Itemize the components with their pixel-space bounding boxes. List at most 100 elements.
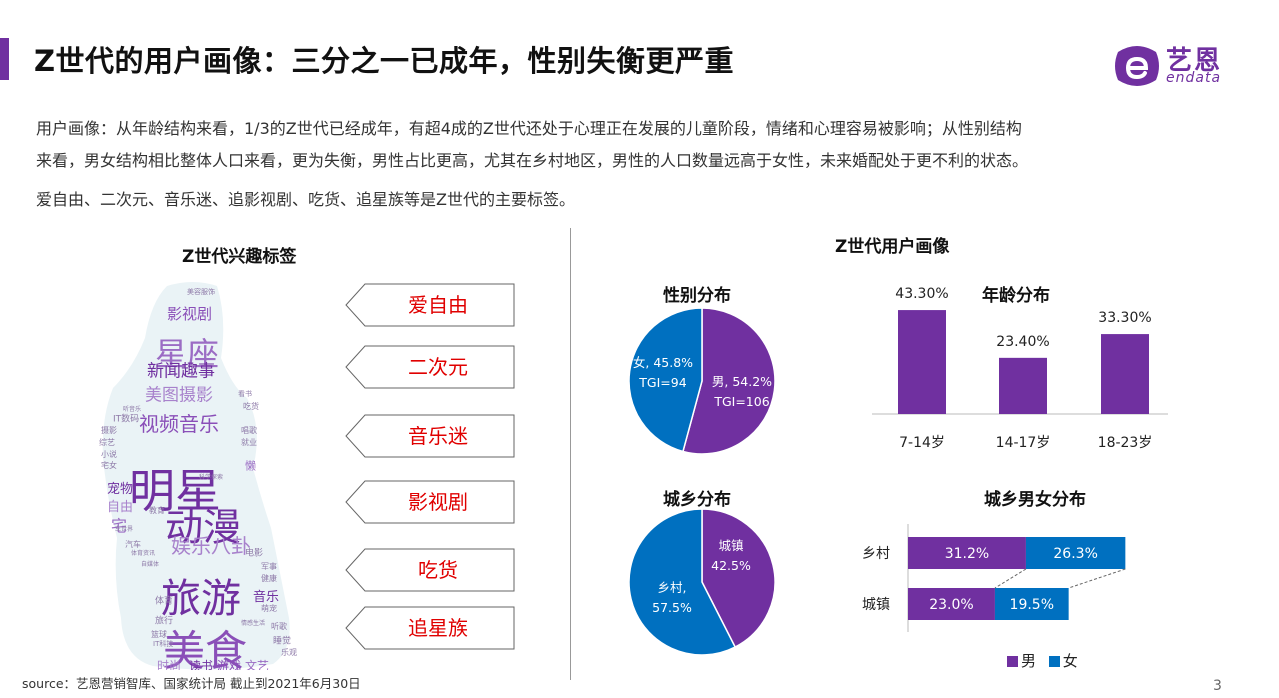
interest-tag-label: 吃货 — [418, 558, 458, 582]
gender-female-tgi: TGI=94 — [639, 375, 687, 390]
wordcloud-word: 文艺 — [245, 658, 269, 670]
stacked-bar-value-label: 31.2% — [945, 546, 989, 562]
wordcloud-word: 旅游 — [161, 576, 241, 622]
interest-tag-label: 音乐迷 — [408, 424, 468, 448]
urban-rural-category-label: 城镇 — [862, 597, 890, 613]
gender-female-label-group: 女, 45.8% TGI=94 — [630, 353, 696, 393]
wordcloud-word: 体育资讯 — [131, 549, 155, 557]
wordcloud-word: 新闻趣事 — [147, 361, 215, 381]
wordcloud-word: 明星 — [129, 464, 221, 518]
interest-tag-2: 二次元 — [345, 345, 515, 389]
wordcloud-word: 汽车 — [125, 539, 141, 549]
wordcloud-word: 影视剧 — [167, 305, 212, 323]
interest-tag-5: 吃货 — [345, 548, 515, 592]
age-bar-value-label: 23.40% — [996, 334, 1049, 350]
wordcloud-word: 美食 — [163, 627, 247, 670]
stacked-bar-女 — [1025, 537, 1126, 569]
description-line-2: 来看，男女结构相比整体人口来看，更为失衡，男性占比更高，尤其在乡村地区，男性的人… — [36, 151, 1029, 170]
rural-label: 乡村, — [657, 580, 687, 595]
wordcloud-word: 萌宠 — [261, 603, 277, 613]
interest-tag-label: 追星族 — [408, 616, 468, 640]
wordcloud-word: 乐观 — [281, 647, 297, 657]
legend-female-swatch — [1048, 656, 1060, 667]
wordcloud-word: 美图摄影 — [145, 385, 213, 405]
page-title: Z世代的用户画像：三分之一已成年，性别失衡更严重 — [34, 44, 735, 78]
interest-tag-label: 爱自由 — [408, 293, 468, 317]
wordcloud-word: 自由 — [107, 500, 133, 515]
wordcloud-word: 自媒体 — [141, 560, 159, 568]
endata-logo-icon — [1115, 46, 1159, 86]
wordcloud-word: 小说 — [101, 449, 117, 459]
connector-line — [994, 568, 1027, 589]
wordcloud-word: 旅行 — [155, 615, 173, 627]
stacked-bar-男 — [908, 588, 995, 620]
wordcloud-word: 宠物 — [107, 481, 133, 497]
tags-summary: 爱自由、二次元、音乐迷、追影视剧、吃货、追星族等是Z世代的主要标签。 — [36, 190, 575, 209]
wordcloud-word: 睡觉 — [273, 635, 291, 647]
wordcloud-word: 科学探索 — [199, 473, 223, 481]
wordcloud-word: 宅女 — [101, 460, 117, 470]
wordcloud-word: 音乐 — [253, 589, 279, 605]
wordcloud-word: 星座 — [155, 335, 219, 373]
age-category-label: 18-23岁 — [1098, 435, 1153, 451]
title-accent-bar — [0, 38, 9, 80]
wordcloud-word: 吃货 — [243, 401, 259, 411]
interest-tag-6: 追星族 — [345, 606, 515, 650]
urban-label-group: 城镇 42.5% — [706, 536, 756, 576]
age-chart-title: 年龄分布 — [982, 286, 1050, 306]
wordcloud-word: 情感生活 — [241, 619, 265, 627]
interest-tag-1: 爱自由 — [345, 283, 515, 327]
urban-label: 城镇 — [718, 538, 744, 553]
gender-chart-title: 性别分布 — [663, 286, 731, 306]
gender-male-tgi: TGI=106 — [714, 394, 770, 409]
stacked-bar-value-label: 23.0% — [929, 597, 973, 613]
wordcloud-word: 看书 — [238, 389, 252, 398]
panel-divider — [570, 228, 571, 680]
wordcloud-word: 摄影 — [101, 425, 117, 435]
wordcloud-word: 教育 — [149, 505, 165, 515]
rural-pct: 57.5% — [652, 600, 692, 615]
urban-rural-category-label: 乡村 — [862, 546, 890, 562]
pie-slice-城镇 — [701, 508, 776, 649]
legend-male-swatch — [1007, 656, 1018, 667]
stacked-bar-女 — [994, 588, 1069, 620]
interest-tag-4: 影视剧 — [345, 480, 515, 524]
wordcloud-word: 读书 — [189, 659, 213, 670]
urban-pct: 42.5% — [711, 558, 751, 573]
urban-rural-gender-chart-title: 城乡男女分布 — [984, 490, 1086, 510]
gender-female-label: 女, 45.8% — [632, 355, 694, 370]
interest-tag-3: 音乐迷 — [345, 414, 515, 458]
wordcloud-word: 视频音乐 — [139, 412, 219, 436]
gender-male-label-group: 男, 54.2% TGI=106 — [706, 372, 778, 412]
stacked-bar-value-label: 19.5% — [1010, 597, 1054, 613]
wordcloud-word: IT数码 — [113, 413, 139, 425]
wordcloud-word: 听音乐 — [123, 405, 141, 413]
interest-tags-title: Z世代兴趣标签 — [182, 247, 297, 267]
age-bar — [898, 310, 946, 414]
age-category-label: 14-17岁 — [996, 435, 1051, 451]
wordcloud-word: 就业 — [241, 437, 257, 447]
wordcloud-word: 综艺 — [99, 437, 115, 447]
stacked-bar-男 — [908, 537, 1026, 569]
wordcloud-word: 唱歌 — [241, 425, 257, 435]
user-profile-title: Z世代用户画像 — [835, 237, 950, 257]
connector-line — [1068, 568, 1126, 589]
age-bar-value-label: 43.30% — [895, 286, 948, 302]
wordcloud-word: 娱乐八卦 — [171, 534, 251, 558]
interest-tag-label: 影视剧 — [408, 490, 468, 514]
wordcloud-word: 宅 — [111, 517, 127, 536]
wordcloud-word: 车世界 — [115, 525, 133, 533]
description: 用户画像：从年龄结构来看，1/3的Z世代已经成年，有超4成的Z世代还处于心理正在… — [36, 113, 1236, 177]
wordcloud-word: IT科技 — [153, 639, 173, 648]
age-bar-value-label: 33.30% — [1098, 310, 1151, 326]
age-bar — [1101, 334, 1149, 414]
page-number: 3 — [1213, 678, 1222, 694]
chart-legend: 男 女 — [1007, 650, 1078, 671]
rural-label-group: 乡村, 57.5% — [647, 578, 697, 618]
wordcloud-word: 动漫 — [165, 505, 241, 549]
wordcloud-word: 懒 — [245, 458, 256, 472]
wordcloud-word: 篮球 — [151, 629, 167, 639]
gender-male-label: 男, 54.2% — [711, 374, 773, 389]
logo-chinese-text: 艺恩 — [1166, 46, 1223, 76]
